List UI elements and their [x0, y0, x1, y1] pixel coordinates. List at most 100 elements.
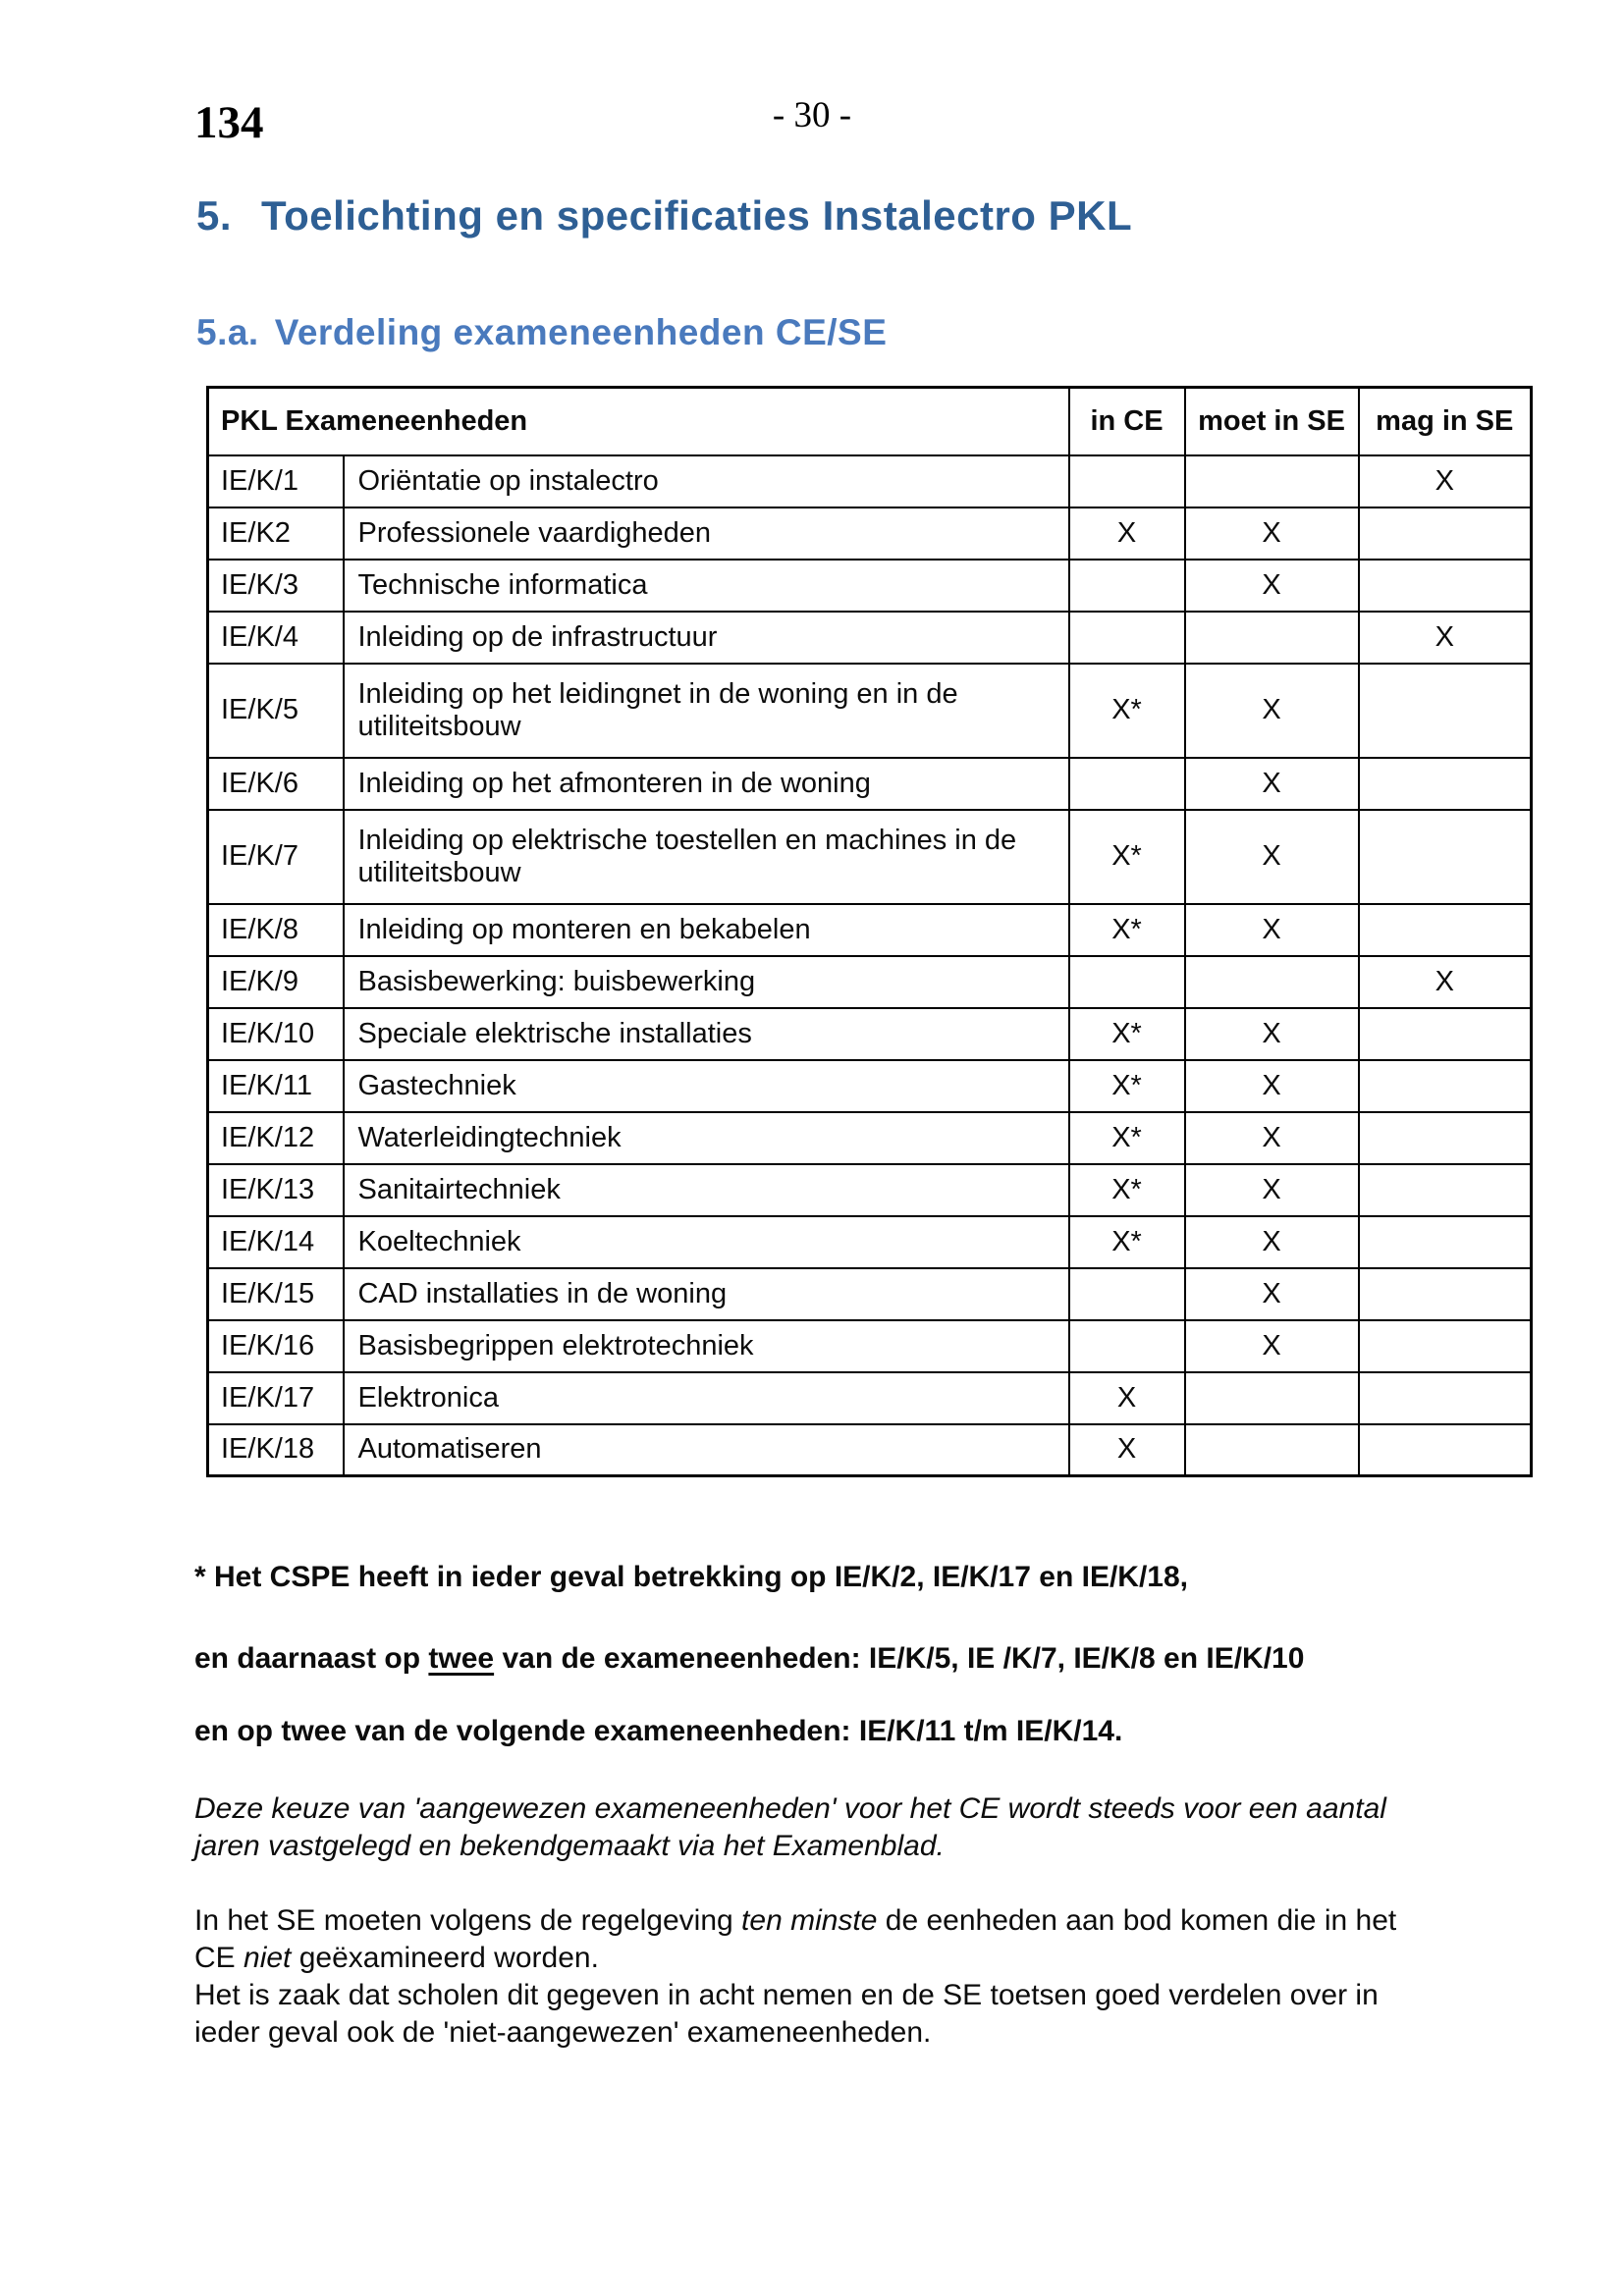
- cell-label: Inleiding op elektrische toestellen en m…: [342, 808, 1070, 905]
- se-rule-text: geëxamineerd worden.: [291, 1942, 599, 1974]
- cell-code: IE/K/8: [206, 902, 345, 957]
- se-rule-line4: ieder geval ook de 'niet-aangewezen' exa…: [194, 2016, 932, 2049]
- cell-label: Professionele vaardigheden: [342, 506, 1070, 561]
- subsection-heading-text: Verdeling exameneenheden CE/SE: [274, 312, 888, 352]
- cell-code: IE/K/1: [206, 454, 345, 508]
- cell-mag-in-se: [1357, 506, 1533, 561]
- cell-moet-in-se: X: [1183, 1058, 1360, 1113]
- cell-label: Inleiding op het leidingnet in de woning…: [342, 662, 1070, 759]
- table-row: IE/K/8 Inleiding op monteren en bekabele…: [206, 902, 1533, 957]
- cell-label: Koeltechniek: [342, 1214, 1070, 1269]
- footnote-twee-underlined: twee: [428, 1642, 495, 1675]
- cell-mag-in-se: [1357, 1110, 1533, 1165]
- cell-code: IE/K/18: [206, 1422, 345, 1477]
- cell-label: Automatiseren: [342, 1422, 1070, 1477]
- table-row: IE/K/9 Basisbewerking: buisbewerking X: [206, 954, 1533, 1009]
- cell-moet-in-se: X: [1183, 1162, 1360, 1217]
- table-row: IE/K/18 Automatiseren X: [206, 1422, 1533, 1477]
- section-heading-number: 5.: [196, 192, 233, 239]
- se-rule-text: In het SE moeten volgens de regelgeving: [194, 1904, 742, 1937]
- table-row: IE/K/7 Inleiding op elektrische toestell…: [206, 808, 1533, 905]
- section-heading-text: Toelichting en specificaties Instalectro…: [261, 192, 1133, 239]
- cell-code: IE/K/5: [206, 662, 345, 759]
- se-rule-italic-ten-minste: ten minste: [741, 1904, 878, 1937]
- cell-code: IE/K/12: [206, 1110, 345, 1165]
- ce-choice-note-line1: Deze keuze van 'aangewezen exameneenhede…: [194, 1792, 1386, 1825]
- cell-moet-in-se: X: [1183, 1318, 1360, 1373]
- cell-moet-in-se: X: [1183, 1266, 1360, 1321]
- footnotes: * Het CSPE heeft in ieder geval betrekki…: [194, 1559, 1461, 1750]
- cell-in-ce: X*: [1067, 1110, 1186, 1165]
- cell-moet-in-se: [1183, 954, 1360, 1009]
- cell-label: Inleiding op monteren en bekabelen: [342, 902, 1070, 957]
- cell-label: Gastechniek: [342, 1058, 1070, 1113]
- table-header-mag-in-se: mag in SE: [1357, 386, 1533, 456]
- footnote-twee-suffix: van de exameneenheden: IE/K/5, IE /K/7, …: [494, 1642, 1305, 1675]
- table-header-row: PKL Exameneenheden in CE moet in SE mag …: [206, 386, 1533, 456]
- cell-mag-in-se: [1357, 1162, 1533, 1217]
- cell-label: Basisbewerking: buisbewerking: [342, 954, 1070, 1009]
- se-rule-text: CE: [194, 1942, 244, 1974]
- cell-label: Basisbegrippen elektrotechniek: [342, 1318, 1070, 1373]
- cell-in-ce: X: [1067, 1370, 1186, 1425]
- cell-code: IE/K/4: [206, 610, 345, 665]
- cell-moet-in-se: [1183, 1370, 1360, 1425]
- cell-label: Elektronica: [342, 1370, 1070, 1425]
- cell-in-ce: [1067, 1318, 1186, 1373]
- cell-mag-in-se: [1357, 1214, 1533, 1269]
- cell-label: CAD installaties in de woning: [342, 1266, 1070, 1321]
- se-rule-italic-niet: niet: [244, 1942, 292, 1974]
- cell-in-ce: [1067, 954, 1186, 1009]
- cell-in-ce: [1067, 454, 1186, 508]
- cell-code: IE/K/3: [206, 558, 345, 613]
- subsection-heading: 5.a. Verdeling exameneenheden CE/SE: [196, 312, 887, 353]
- exam-units-table: PKL Exameneenheden in CE moet in SE mag …: [206, 386, 1534, 1477]
- cell-mag-in-se: [1357, 1058, 1533, 1113]
- table-header-moet-in-se: moet in SE: [1183, 386, 1360, 456]
- cell-mag-in-se: X: [1357, 454, 1533, 508]
- table-row: IE/K/16 Basisbegrippen elektrotechniek X: [206, 1318, 1533, 1373]
- se-rule-text: de eenheden aan bod komen die in het: [877, 1904, 1397, 1937]
- table-row: IE/K2 Professionele vaardigheden X X: [206, 506, 1533, 561]
- cell-mag-in-se: [1357, 808, 1533, 905]
- cell-in-ce: X: [1067, 1422, 1186, 1477]
- table-row: IE/K/14 Koeltechniek X* X: [206, 1214, 1533, 1269]
- cell-moet-in-se: X: [1183, 1110, 1360, 1165]
- cell-moet-in-se: X: [1183, 902, 1360, 957]
- cell-mag-in-se: [1357, 558, 1533, 613]
- cell-moet-in-se: [1183, 454, 1360, 508]
- footnote-twee: en daarnaast op twee van de exameneenhed…: [194, 1640, 1461, 1678]
- folio-number: - 30 -: [772, 95, 852, 135]
- table-header-main: PKL Exameneenheden: [206, 386, 1070, 456]
- cell-label: Inleiding op de infrastructuur: [342, 610, 1070, 665]
- cell-mag-in-se: [1357, 1370, 1533, 1425]
- ce-choice-note-line2: jaren vastgelegd en bekendgemaakt via he…: [194, 1830, 945, 1862]
- cell-in-ce: [1067, 610, 1186, 665]
- cell-moet-in-se: X: [1183, 506, 1360, 561]
- table-row: IE/K/5 Inleiding op het leidingnet in de…: [206, 662, 1533, 759]
- cell-in-ce: X: [1067, 506, 1186, 561]
- cell-code: IE/K/16: [206, 1318, 345, 1373]
- cell-mag-in-se: [1357, 1318, 1533, 1373]
- cell-moet-in-se: X: [1183, 756, 1360, 811]
- table-row: IE/K/13 Sanitairtechniek X* X: [206, 1162, 1533, 1217]
- cell-code: IE/K/15: [206, 1266, 345, 1321]
- cell-moet-in-se: X: [1183, 1006, 1360, 1061]
- cell-in-ce: [1067, 558, 1186, 613]
- cell-in-ce: X*: [1067, 808, 1186, 905]
- cell-mag-in-se: X: [1357, 610, 1533, 665]
- cell-code: IE/K/17: [206, 1370, 345, 1425]
- cell-code: IE/K/9: [206, 954, 345, 1009]
- table-row: IE/K/10 Speciale elektrische installatie…: [206, 1006, 1533, 1061]
- se-rule-line1: In het SE moeten volgens de regelgeving …: [194, 1902, 1471, 1940]
- cell-in-ce: [1067, 756, 1186, 811]
- table-row: IE/K/12 Waterleidingtechniek X* X: [206, 1110, 1533, 1165]
- table-row: IE/K/11 Gastechniek X* X: [206, 1058, 1533, 1113]
- table-row: IE/K/4 Inleiding op de infrastructuur X: [206, 610, 1533, 665]
- cell-mag-in-se: [1357, 1266, 1533, 1321]
- cell-moet-in-se: [1183, 610, 1360, 665]
- cell-code: IE/K/10: [206, 1006, 345, 1061]
- table-row: IE/K/3 Technische informatica X: [206, 558, 1533, 613]
- table-row: IE/K/17 Elektronica X: [206, 1370, 1533, 1425]
